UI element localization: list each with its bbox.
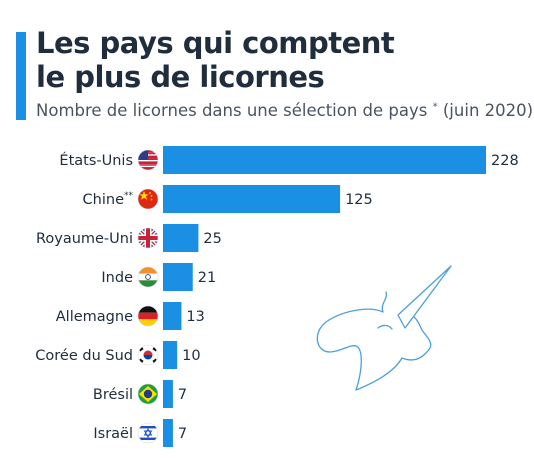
bar xyxy=(163,146,486,174)
germany-flag-icon xyxy=(137,305,159,327)
bar-row: Brésil 7 xyxy=(93,380,187,408)
subtitle-footnote-mark: * xyxy=(432,101,438,113)
category-label: États-Unis xyxy=(59,152,133,169)
category-label: Inde xyxy=(101,270,133,286)
bar xyxy=(163,380,173,408)
value-label: 21 xyxy=(198,270,216,286)
us-flag-icon xyxy=(137,149,159,171)
uk-flag-icon xyxy=(137,227,159,249)
unicorn-head-outline xyxy=(316,291,432,391)
bar-row: Chine** 125 xyxy=(83,185,373,213)
value-label: 25 xyxy=(203,231,221,247)
accent-bar xyxy=(16,32,26,120)
value-label: 125 xyxy=(345,192,373,208)
bar xyxy=(163,185,341,213)
category-label: Chine** xyxy=(83,191,134,208)
israel-flag-icon xyxy=(137,422,159,444)
value-label: 7 xyxy=(178,387,187,403)
value-label: 7 xyxy=(178,426,187,442)
value-label: 13 xyxy=(186,309,204,325)
title-line-2: le plus de licornes xyxy=(36,60,325,94)
bar xyxy=(163,302,182,330)
chart-subtitle: Nombre de licornes dans une sélection de… xyxy=(36,101,534,120)
bar xyxy=(163,419,173,447)
chart-title: Les pays qui comptent le plus de licorne… xyxy=(36,26,516,94)
value-label: 10 xyxy=(182,348,200,364)
category-label: Royaume-Uni xyxy=(36,231,133,247)
unicorn-horn xyxy=(397,265,452,329)
category-label: Brésil xyxy=(93,387,133,403)
category-label: Corée du Sud xyxy=(35,348,133,364)
bar-row: Inde 21 xyxy=(101,263,216,291)
title-line-1: Les pays qui comptent xyxy=(36,26,395,60)
bar-row: Royaume-Uni 25 xyxy=(36,224,222,252)
bar-row: États-Unis 228 xyxy=(59,146,519,174)
category-label: Israël xyxy=(93,426,133,442)
unicorn-illustration xyxy=(316,265,452,391)
south-korea-flag-icon xyxy=(137,344,159,366)
bar-row: Corée du Sud 10 xyxy=(35,341,201,369)
category-label: Allemagne xyxy=(56,309,133,325)
india-flag-icon xyxy=(137,266,159,288)
bar xyxy=(163,341,178,369)
unicorn-eye xyxy=(377,324,393,330)
bar-row: Israël 7 xyxy=(93,419,187,447)
value-label: 228 xyxy=(491,153,519,169)
subtitle-date: (juin 2020) xyxy=(442,101,534,120)
bar-row: Allemagne 13 xyxy=(56,302,205,330)
bar xyxy=(163,263,193,291)
bar xyxy=(163,224,199,252)
subtitle-main: Nombre de licornes dans une sélection de… xyxy=(36,101,428,120)
brazil-flag-icon xyxy=(137,383,159,405)
china-flag-icon xyxy=(137,188,159,210)
